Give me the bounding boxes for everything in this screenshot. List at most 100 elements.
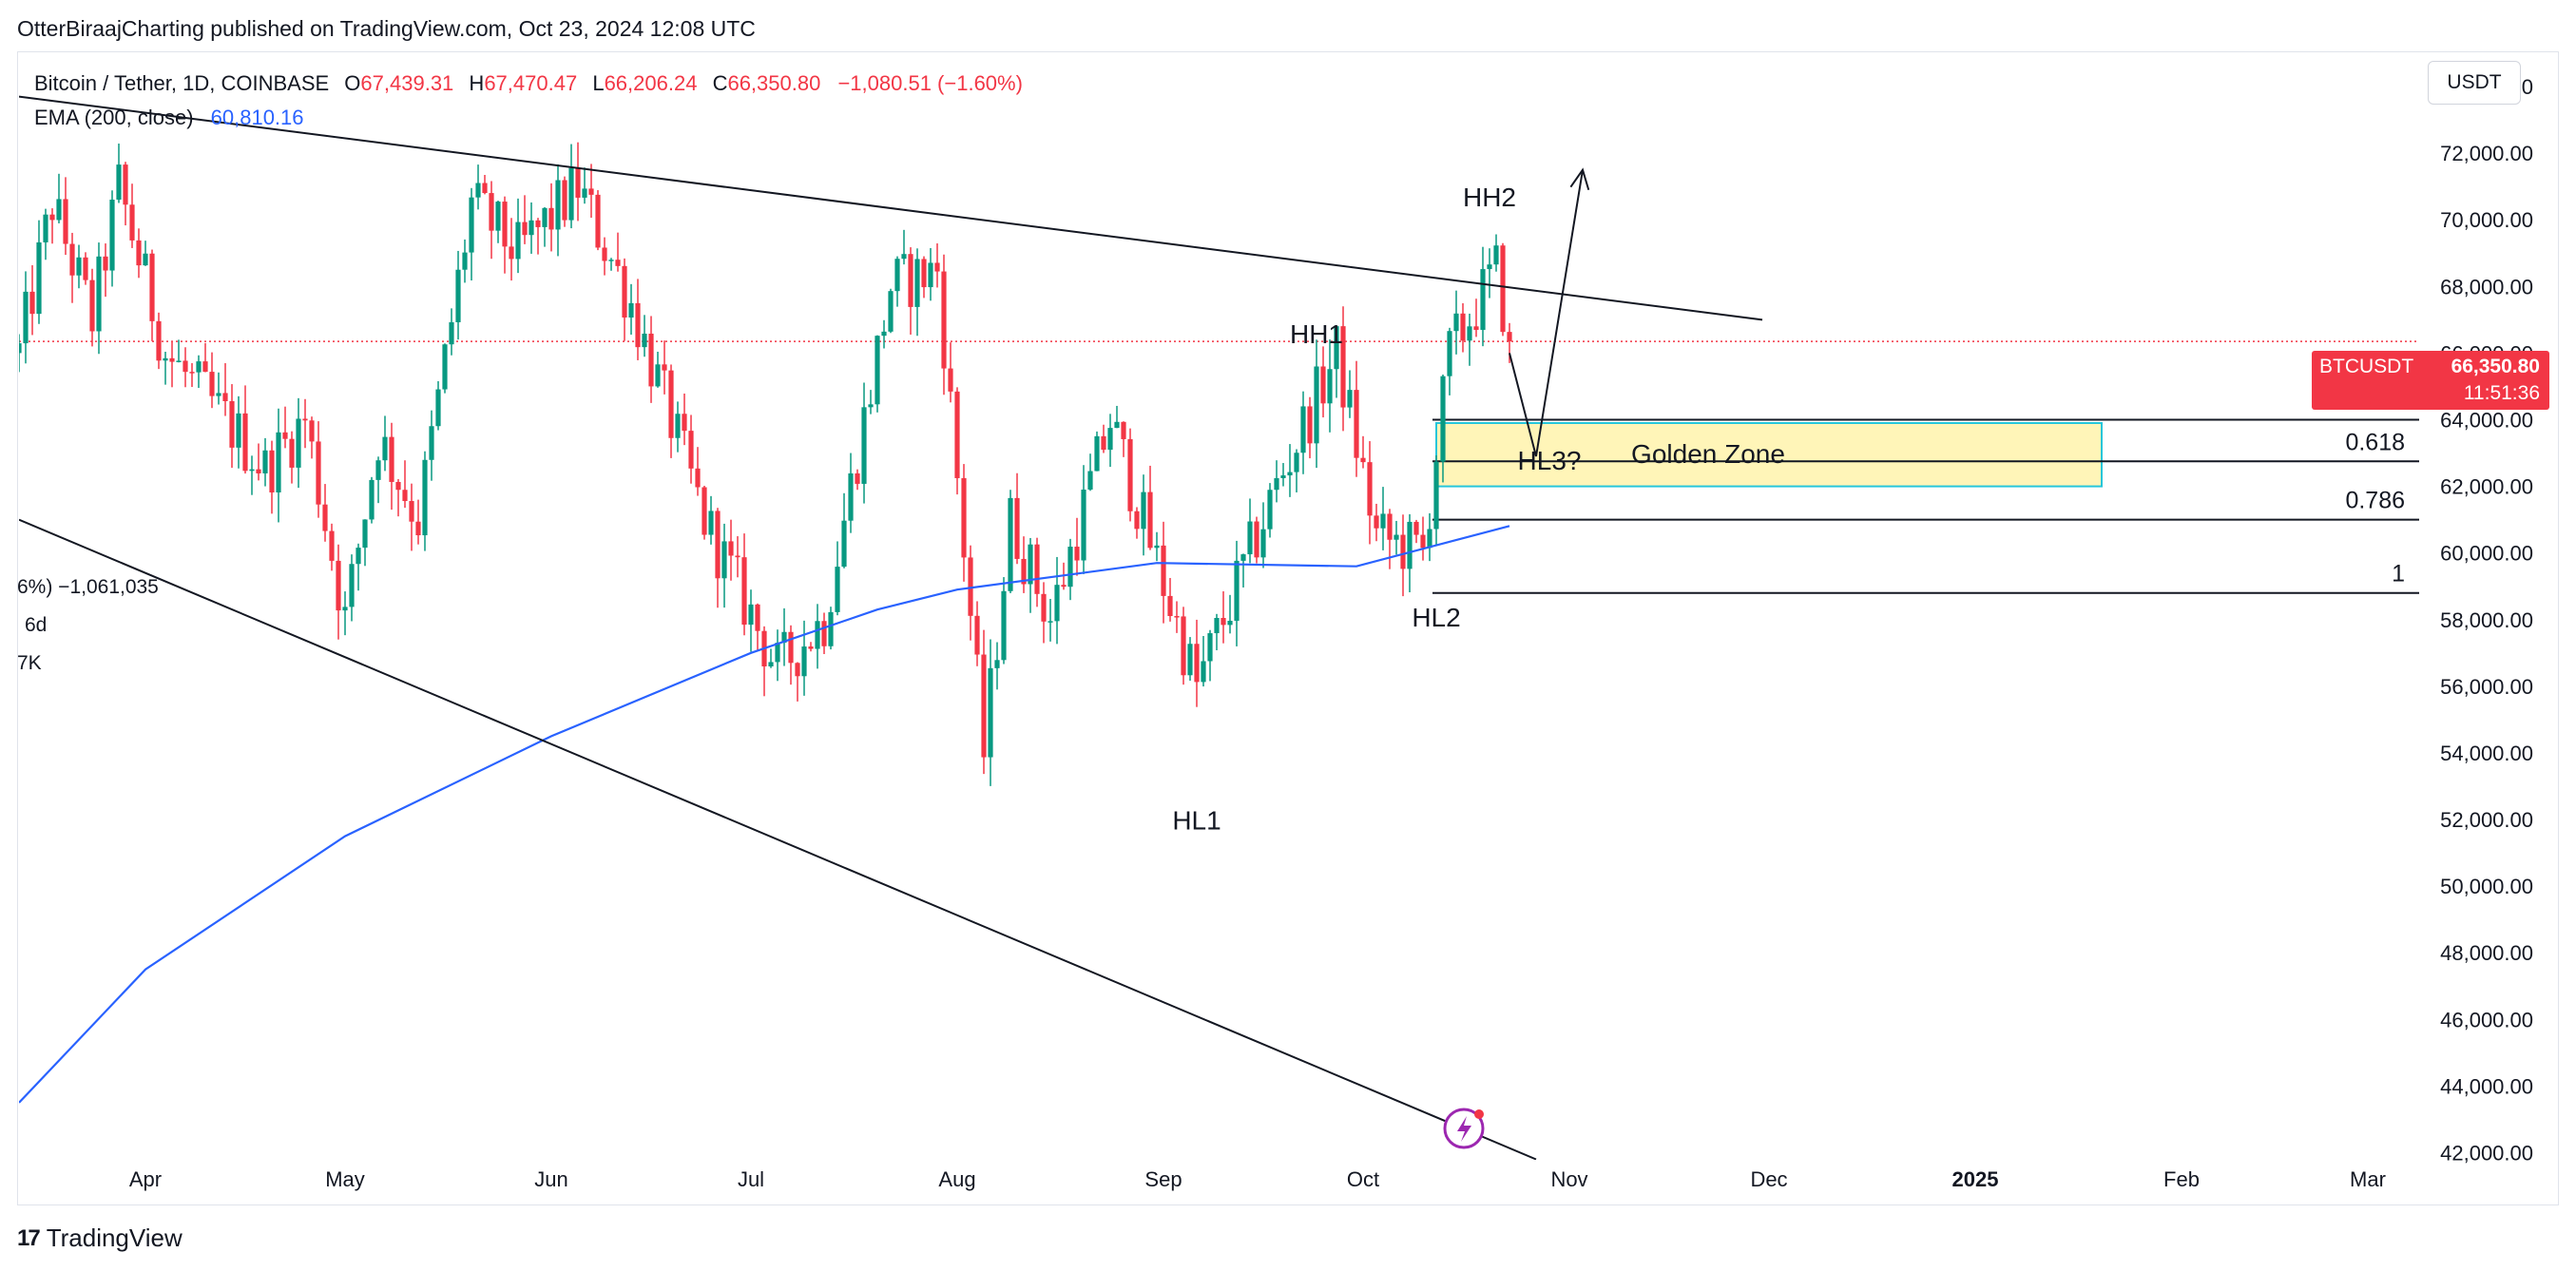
candle-body xyxy=(1287,472,1293,476)
lightning-icon-dot xyxy=(1474,1109,1484,1119)
candle-body xyxy=(1300,406,1306,453)
candle-body xyxy=(548,207,554,230)
candle-body xyxy=(1028,544,1033,585)
x-tick-label: Jun xyxy=(534,1167,567,1191)
ema-label[interactable]: EMA (200, close) xyxy=(34,106,194,129)
candle-body xyxy=(43,214,48,242)
candle-body xyxy=(502,202,508,247)
candle-body xyxy=(169,357,175,362)
fib-label-0.618: 0.618 xyxy=(2345,429,2405,455)
candle-body xyxy=(961,477,967,558)
candle-body xyxy=(928,262,933,288)
candle-body xyxy=(1460,313,1466,341)
candle-body xyxy=(628,302,634,318)
candle-body xyxy=(861,407,867,484)
candle-body xyxy=(429,426,434,460)
candle-body xyxy=(103,256,108,271)
candle-body xyxy=(1367,462,1373,516)
candle-body xyxy=(1014,497,1020,559)
candle-body xyxy=(342,607,348,611)
candle-body xyxy=(29,291,35,315)
open-label: O xyxy=(344,71,361,95)
y-tick-label: 60,000.00 xyxy=(2440,542,2533,566)
candle-body xyxy=(1154,545,1160,549)
candle-body xyxy=(76,257,82,276)
candle-body xyxy=(1061,585,1067,588)
candle-body xyxy=(608,260,614,261)
chart-pane[interactable] xyxy=(17,51,2559,1205)
golden-zone-box xyxy=(1435,421,2103,488)
candle-body xyxy=(156,320,162,361)
candle-body xyxy=(781,631,787,644)
candle-body xyxy=(675,414,681,438)
candle-body xyxy=(449,321,454,345)
candle-body xyxy=(1107,428,1113,451)
candle-body xyxy=(555,180,561,230)
candle-body xyxy=(269,450,275,492)
ema-line xyxy=(19,525,1510,1104)
x-tick-label: Mar xyxy=(2350,1167,2386,1191)
candle-body xyxy=(236,413,241,448)
candle-body xyxy=(89,279,95,332)
candle-body xyxy=(69,243,75,276)
candle-body xyxy=(369,479,375,520)
symbol-title[interactable]: Bitcoin / Tether, 1D, COINBASE xyxy=(34,71,330,95)
candle-body xyxy=(1487,264,1492,270)
candle-body xyxy=(329,530,335,561)
close-label: C xyxy=(712,71,728,95)
candle-body xyxy=(1174,616,1180,618)
candle-body xyxy=(495,202,501,231)
high-label: H xyxy=(469,71,485,95)
candle-body xyxy=(1254,521,1259,558)
candle-body xyxy=(894,259,900,292)
candle-body xyxy=(1427,529,1432,549)
tradingview-logo[interactable]: 17 TradingView xyxy=(17,1224,183,1253)
candle-body xyxy=(136,240,142,266)
candle-body xyxy=(1447,331,1452,376)
candle-body xyxy=(1087,471,1093,490)
candle-body xyxy=(828,611,834,646)
candle-body xyxy=(535,220,541,227)
candle-body xyxy=(888,291,894,332)
candle-body xyxy=(1327,369,1333,404)
candle-body xyxy=(116,164,122,200)
candle-body xyxy=(289,438,295,468)
candle-body xyxy=(988,667,993,758)
candle-body xyxy=(901,254,907,260)
open-value: 67,439.31 xyxy=(360,71,454,95)
candle-body xyxy=(655,364,661,387)
candle-body xyxy=(582,188,587,198)
candle-body xyxy=(1001,590,1007,661)
candle-body xyxy=(23,291,29,344)
candle-body xyxy=(695,468,701,488)
candle-body xyxy=(682,414,687,432)
y-axis: 42,000.00 44,000.00 46,000.00 48,000.00 50,0… xyxy=(2440,75,2533,1165)
candle-body xyxy=(848,472,854,521)
candle-body xyxy=(622,265,627,318)
x-tick-label: May xyxy=(325,1167,365,1191)
candle-body xyxy=(1280,475,1286,478)
candle-body xyxy=(1500,245,1506,333)
candle-body xyxy=(96,256,102,332)
y-tick-label: 64,000.00 xyxy=(2440,408,2533,432)
candle-body xyxy=(242,413,248,472)
candle-body xyxy=(1340,326,1346,408)
change-value: −1,080.51 (−1.60%) xyxy=(837,71,1023,95)
trendline-upper xyxy=(19,95,1763,321)
candle-body xyxy=(1048,621,1053,623)
candle-body xyxy=(542,207,548,227)
candle-body xyxy=(462,252,468,270)
candle-body xyxy=(1021,558,1027,585)
candle-body xyxy=(475,183,481,198)
currency-button[interactable]: USDT xyxy=(2428,61,2521,105)
candle-body xyxy=(1141,491,1146,530)
candle-body xyxy=(668,370,674,438)
y-tick-label: 72,000.00 xyxy=(2440,142,2533,165)
candle-body xyxy=(1354,390,1359,458)
candle-body xyxy=(356,548,361,565)
candle-body xyxy=(1380,513,1386,529)
candle-body xyxy=(336,560,341,611)
candle-body xyxy=(1101,435,1106,451)
candle-body xyxy=(775,643,780,663)
